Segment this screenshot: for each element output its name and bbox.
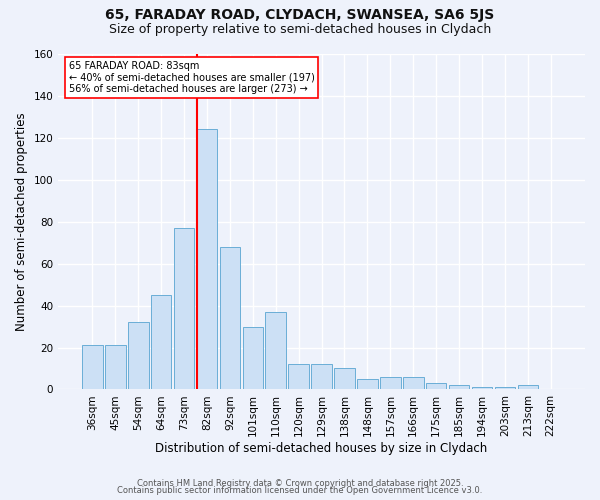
Bar [174, 228, 194, 390]
Bar [449, 386, 469, 390]
Bar [197, 130, 217, 390]
Bar [334, 368, 355, 390]
Text: Size of property relative to semi-detached houses in Clydach: Size of property relative to semi-detach… [109, 22, 491, 36]
Bar [128, 322, 149, 390]
Bar [289, 364, 309, 390]
Text: Contains public sector information licensed under the Open Government Licence v3: Contains public sector information licen… [118, 486, 482, 495]
Text: 65 FARADAY ROAD: 83sqm
← 40% of semi-detached houses are smaller (197)
56% of se: 65 FARADAY ROAD: 83sqm ← 40% of semi-det… [69, 60, 314, 94]
Bar [357, 379, 378, 390]
Bar [494, 388, 515, 390]
Bar [265, 312, 286, 390]
X-axis label: Distribution of semi-detached houses by size in Clydach: Distribution of semi-detached houses by … [155, 442, 488, 455]
Bar [403, 377, 424, 390]
Y-axis label: Number of semi-detached properties: Number of semi-detached properties [15, 112, 28, 331]
Bar [311, 364, 332, 390]
Bar [242, 326, 263, 390]
Bar [105, 346, 125, 390]
Bar [220, 247, 240, 390]
Bar [380, 377, 401, 390]
Text: Contains HM Land Registry data © Crown copyright and database right 2025.: Contains HM Land Registry data © Crown c… [137, 478, 463, 488]
Bar [151, 295, 172, 390]
Bar [82, 346, 103, 390]
Bar [518, 386, 538, 390]
Bar [472, 388, 493, 390]
Bar [426, 383, 446, 390]
Text: 65, FARADAY ROAD, CLYDACH, SWANSEA, SA6 5JS: 65, FARADAY ROAD, CLYDACH, SWANSEA, SA6 … [106, 8, 494, 22]
